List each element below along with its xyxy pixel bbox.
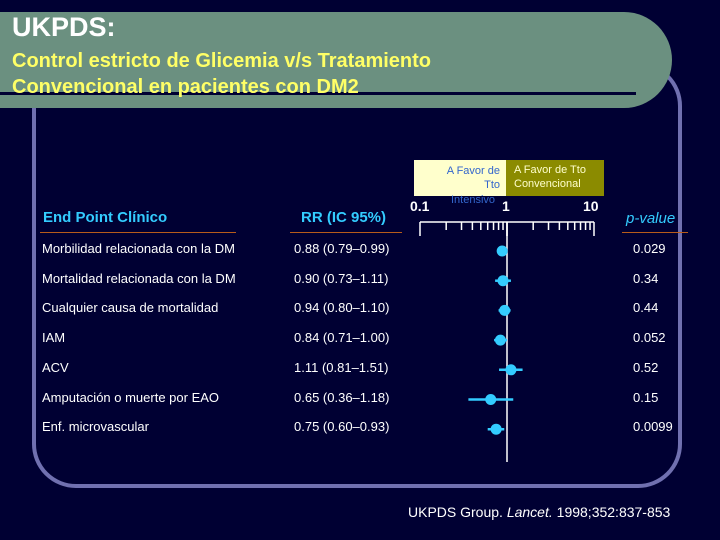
point-estimate-2 — [499, 304, 511, 316]
row-pvalue-2: 0.44 — [633, 300, 659, 316]
slide-title: UKPDS: — [12, 12, 116, 42]
header-endpoint-underline — [40, 232, 236, 233]
point-estimate-5 — [485, 394, 497, 405]
row-label-6: Enf. microvascular — [42, 419, 149, 435]
row-rr-1: 0.90 (0.73–1.11) — [294, 270, 389, 286]
row-label-3: IAM — [42, 330, 66, 346]
tick-label-1: 1 — [502, 198, 510, 214]
row-pvalue-6: 0.0099 — [633, 419, 673, 435]
row-rr-2: 0.94 (0.80–1.10) — [294, 300, 390, 316]
title-underline — [0, 92, 636, 95]
header-endpoint: End Point Clínico — [43, 209, 168, 226]
row-rr-3: 0.84 (0.71–1.00) — [294, 330, 390, 346]
slide-subtitle-line1: Control estricto de Glicemia v/s Tratami… — [12, 50, 432, 72]
point-estimate-0 — [496, 245, 508, 257]
header-rr: RR (IC 95%) — [301, 209, 387, 226]
row-pvalue-4: 0.52 — [633, 359, 659, 375]
row-rr-5: 0.65 (0.36–1.18) — [294, 389, 390, 405]
header-pvalue-underline — [622, 232, 688, 233]
header-rr-underline — [290, 232, 402, 233]
row-rr-6: 0.75 (0.60–0.93) — [294, 419, 390, 435]
row-rr-0: 0.88 (0.79–0.99) — [294, 241, 390, 256]
row-pvalue-3: 0.052 — [633, 330, 666, 346]
row-pvalue-0: 0.029 — [633, 241, 666, 256]
row-label-4: ACV — [42, 359, 69, 375]
tick-label-0-1: 0.1 — [410, 198, 430, 214]
legend-favor-conventional: A Favor de Tto Convencional — [506, 160, 604, 196]
row-pvalue-5: 0.15 — [633, 389, 659, 405]
point-estimate-4 — [505, 364, 517, 376]
row-pvalue-1: 0.34 — [633, 270, 659, 286]
legend-intensive-line3: Intensivo — [451, 194, 496, 206]
legend-intensive-line2: Tto — [484, 179, 500, 191]
legend-conventional-line1: A Favor de Tto — [514, 164, 586, 176]
slide-subtitle-line2: Convencional en pacientes con DM2 — [12, 76, 359, 98]
legend-intensive-text: A Favor de Tto — [447, 164, 500, 192]
row-label-0: Morbilidad relacionada con la DM — [42, 241, 235, 256]
legend-conventional-text: A Favor de Tto Convencional — [514, 163, 586, 191]
point-estimate-3 — [494, 334, 506, 346]
point-estimate-1 — [497, 275, 509, 287]
citation-journal: Lancet. — [506, 504, 557, 520]
tick-label-10: 10 — [583, 198, 599, 214]
header-pvalue: p-value — [626, 210, 676, 227]
citation-authors: UKPDS Group. — [408, 504, 507, 520]
row-label-5: Amputación o muerte por EAO — [42, 389, 220, 405]
citation-details: 1998;352:837-853 — [556, 504, 671, 520]
point-estimate-6 — [490, 423, 502, 435]
row-rr-4: 1.11 (0.81–1.51) — [294, 359, 389, 375]
legend-intensive-line1: A Favor de — [446, 165, 500, 177]
row-label-2: Cualquier causa de mortalidad — [42, 300, 219, 316]
legend-conventional-line2: Convencional — [514, 178, 581, 190]
legend-favor-intensive: A Favor de Tto — [414, 160, 506, 196]
row-label-1: Mortalidad relacionada con la DM — [42, 270, 236, 286]
citation: UKPDS Group. Lancet. 1998;352:837-853 — [408, 504, 670, 520]
